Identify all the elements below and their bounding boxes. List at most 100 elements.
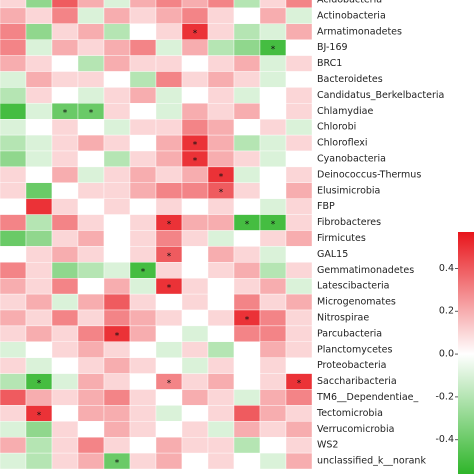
heat-cell <box>259 293 287 311</box>
heat-cell <box>25 39 53 56</box>
heat-cell <box>181 405 209 422</box>
heat-cell <box>181 293 209 311</box>
heat-cell <box>0 230 27 247</box>
heat-cell <box>285 0 313 9</box>
heat-cell <box>285 452 313 470</box>
heat-cell <box>285 7 313 24</box>
heat-cell <box>129 7 157 24</box>
heat-cell <box>103 7 131 24</box>
heat-cell <box>207 55 235 72</box>
heat-cell <box>103 230 131 247</box>
row-label: Latescibacteria <box>317 281 390 292</box>
heat-cell <box>181 437 209 454</box>
heat-cell <box>285 357 313 374</box>
heat-cell <box>233 166 261 183</box>
heat-cell <box>77 182 105 199</box>
heat-cell <box>129 71 157 88</box>
heat-cell <box>129 166 157 183</box>
heat-cell <box>155 39 183 56</box>
heat-cell <box>207 134 235 152</box>
heat-cell <box>51 262 79 279</box>
heat-cell <box>207 246 235 263</box>
heat-cell <box>259 437 287 454</box>
heat-cell <box>129 452 157 470</box>
heat-cell <box>0 246 27 263</box>
heat-cell <box>207 309 235 327</box>
heat-cell <box>259 309 287 327</box>
heat-cell <box>233 262 261 279</box>
significance-mark: * <box>193 156 198 166</box>
heat-cell <box>285 341 313 358</box>
heat-cell <box>233 437 261 454</box>
heat-cell <box>285 278 313 295</box>
significance-mark: * <box>63 109 68 119</box>
heat-cell <box>77 452 105 470</box>
heat-cell <box>103 373 131 390</box>
heat-cell <box>77 134 105 152</box>
heat-cell <box>233 389 261 406</box>
heat-cell <box>77 246 105 263</box>
heat-cell <box>77 421 105 438</box>
row-label: Nitrospirae <box>317 312 369 323</box>
heat-cell <box>207 103 235 120</box>
heat-cell <box>285 293 313 311</box>
heat-cell <box>155 309 183 327</box>
heat-cell <box>77 55 105 72</box>
heat-cell <box>77 198 105 215</box>
row-label: Chlorobi <box>317 122 356 133</box>
heat-cell <box>51 39 79 56</box>
heat-cell <box>103 341 131 358</box>
significance-mark: * <box>37 411 42 421</box>
significance-mark: * <box>271 220 276 230</box>
heat-cell <box>259 230 287 247</box>
colorbar <box>458 232 474 474</box>
significance-mark: * <box>167 379 172 389</box>
heat-cell <box>25 87 53 104</box>
heat-cell <box>129 325 157 342</box>
heat-cell <box>233 134 261 152</box>
heat-cell <box>129 0 157 9</box>
heat-cell <box>233 87 261 104</box>
heat-cell <box>25 230 53 247</box>
heat-cell <box>25 118 53 136</box>
heat-cell <box>103 198 131 215</box>
heat-cell <box>285 389 313 406</box>
heat-cell <box>259 389 287 406</box>
heat-cell <box>25 182 53 199</box>
heat-cell <box>51 55 79 72</box>
heat-cell <box>0 278 27 295</box>
heat-cell <box>233 150 261 168</box>
heat-cell <box>233 421 261 438</box>
heat-cell <box>129 309 157 327</box>
heat-cell <box>207 71 235 88</box>
heat-cell <box>233 23 261 40</box>
heat-cell <box>51 325 79 342</box>
heat-cell <box>155 55 183 72</box>
significance-mark: * <box>219 188 224 198</box>
heat-cell <box>233 341 261 358</box>
heat-cell <box>181 262 209 279</box>
colorbar-tick-label: 0.4 <box>439 263 454 274</box>
heat-cell <box>285 71 313 88</box>
heat-cell <box>129 134 157 152</box>
heat-cell <box>233 405 261 422</box>
heat-cell <box>103 309 131 327</box>
heat-cell <box>51 7 79 24</box>
significance-mark: * <box>115 458 120 468</box>
heat-cell <box>207 341 235 358</box>
heat-cell <box>233 373 261 390</box>
heat-cell <box>25 437 53 454</box>
heat-cell <box>25 293 53 311</box>
heat-cell <box>285 214 313 231</box>
heat-cell <box>25 262 53 279</box>
heat-cell <box>77 278 105 295</box>
heat-cell <box>233 71 261 88</box>
row-label: Candidatus_Berkelbacteria <box>317 90 444 101</box>
heat-cell <box>207 278 235 295</box>
heat-cell <box>0 71 27 88</box>
heat-cell <box>0 103 27 120</box>
heat-cell <box>0 198 27 215</box>
row-label: Chloroflexi <box>317 138 368 149</box>
heat-cell <box>51 182 79 199</box>
heat-cell <box>259 55 287 72</box>
